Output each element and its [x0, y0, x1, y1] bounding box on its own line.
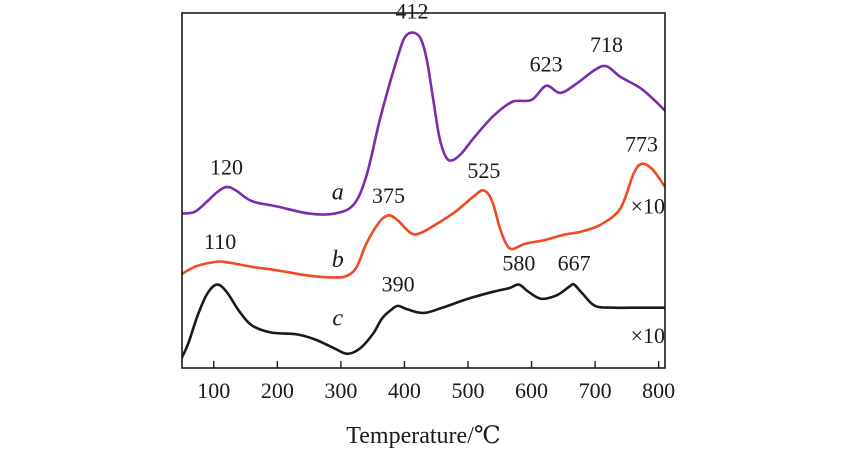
peak-label-b: 525: [467, 158, 500, 183]
peak-label-b: 110: [204, 229, 236, 254]
curve-label-a: a: [332, 179, 344, 205]
x-tick-label: 200: [261, 378, 294, 403]
scale-label-c: ×10: [631, 323, 665, 348]
series-line-c: [182, 282, 665, 359]
x-tick-label: 100: [197, 378, 230, 403]
x-axis-title: Temperature/℃: [346, 423, 500, 449]
curve-label-b: b: [332, 247, 344, 273]
x-tick-label: 600: [515, 378, 548, 403]
x-tick-label: 800: [642, 378, 675, 403]
peak-label-b: 375: [372, 183, 405, 208]
series-line-b: [182, 162, 665, 279]
peak-label-a: 412: [396, 0, 429, 23]
plot-frame: [181, 12, 666, 369]
x-tick-label: 400: [388, 378, 421, 403]
curve-label-c: c: [332, 305, 343, 331]
series-line-a: [182, 31, 665, 216]
peak-label-c: 580: [502, 250, 535, 275]
peak-label-b: 773: [625, 131, 658, 156]
x-tick-label: 700: [579, 378, 612, 403]
peak-label-a: 120: [210, 155, 243, 180]
peak-label-a: 718: [590, 32, 623, 57]
x-tick-label: 500: [451, 378, 484, 403]
peak-label-c: 667: [558, 250, 591, 275]
scale-label-b: ×10: [631, 194, 665, 219]
peak-label-c: 390: [382, 272, 415, 297]
x-tick-label: 300: [324, 378, 357, 403]
peak-label-a: 623: [530, 52, 563, 77]
